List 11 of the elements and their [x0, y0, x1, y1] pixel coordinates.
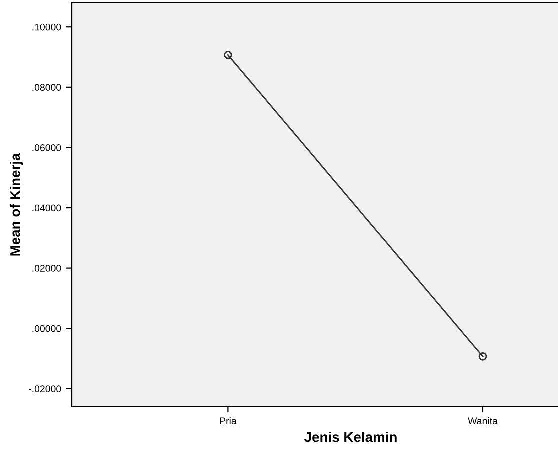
y-tick-label: .06000 [32, 144, 62, 152]
y-tick-label: -.02000 [29, 386, 62, 393]
y-tick-label: .10000 [32, 24, 62, 31]
x-axis-title: Jenis Kelamin [304, 432, 397, 442]
y-axis-title: Mean of Kinerja [10, 153, 24, 256]
x-tick-label: Pria [220, 417, 237, 425]
y-tick-label: .08000 [32, 84, 62, 92]
y-tick-label: .04000 [32, 204, 62, 212]
y-tick-label: .00000 [32, 325, 62, 332]
y-tick-label: .02000 [32, 265, 62, 272]
x-tick-label: Wanita [468, 417, 498, 425]
